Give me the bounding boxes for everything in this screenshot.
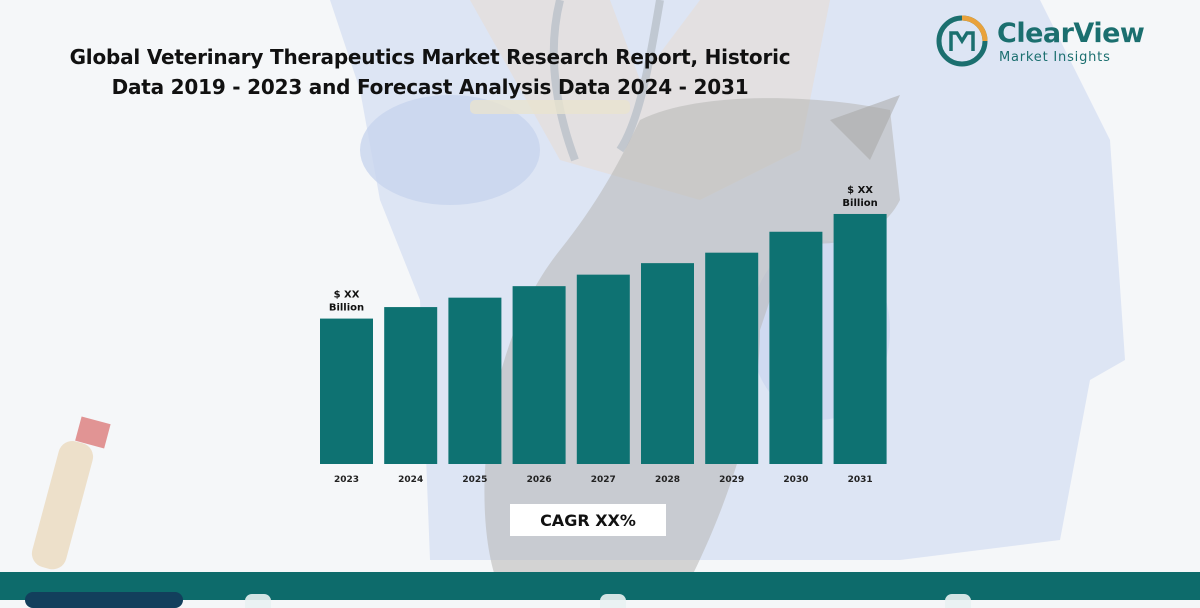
x-tick-label-2029: 2029 bbox=[719, 475, 744, 485]
bar-2031 bbox=[833, 213, 887, 464]
brand-name: ClearView bbox=[997, 18, 1145, 49]
value-label-2023: $ XX bbox=[334, 290, 360, 301]
bar-2023 bbox=[320, 318, 373, 464]
report-title: Global Veterinary Therapeutics Market Re… bbox=[69, 45, 791, 99]
x-tick-label-2030: 2030 bbox=[783, 475, 808, 485]
bar-2027 bbox=[576, 274, 630, 464]
x-tick-labels: 2023 2024 2025 2026 2027 2028 2029 2030 2031 bbox=[334, 475, 873, 485]
x-tick-label-2025: 2025 bbox=[462, 475, 487, 485]
bar-2025 bbox=[448, 297, 502, 464]
footer-icon bbox=[245, 594, 271, 608]
x-tick-label-2031: 2031 bbox=[848, 475, 873, 485]
x-tick-label-2023: 2023 bbox=[334, 475, 359, 485]
value-label-2031: $ XX bbox=[847, 185, 873, 196]
cagr-label: CAGR XX% bbox=[510, 504, 666, 536]
bar-2024 bbox=[384, 307, 438, 464]
footer-pill bbox=[25, 592, 183, 608]
bar-2030 bbox=[769, 231, 823, 464]
x-tick-label-2027: 2027 bbox=[591, 475, 616, 485]
value-annotations: $ XX Billion $ XX Billion bbox=[329, 185, 878, 314]
x-tick-label-2024: 2024 bbox=[398, 475, 423, 485]
brand-logo: ClearView Market Insights bbox=[935, 14, 1165, 67]
bar-2026 bbox=[512, 286, 566, 464]
footer-icon bbox=[945, 594, 971, 608]
clearview-logo-icon bbox=[936, 15, 988, 67]
x-tick-label-2026: 2026 bbox=[527, 475, 552, 485]
footer-bar bbox=[0, 572, 1200, 608]
footer-icon bbox=[600, 594, 626, 608]
value-label-2031: Billion bbox=[842, 198, 877, 209]
x-tick-label-2028: 2028 bbox=[655, 475, 680, 485]
bar-2029 bbox=[705, 252, 759, 464]
bars-group bbox=[320, 213, 887, 464]
value-label-2023: Billion bbox=[329, 303, 364, 314]
brand-tagline: Market Insights bbox=[999, 50, 1111, 65]
bar-chart: 2023 2024 2025 2026 2027 2028 2029 2030 2031 $ X… bbox=[320, 185, 887, 485]
bar-2028 bbox=[641, 263, 694, 464]
